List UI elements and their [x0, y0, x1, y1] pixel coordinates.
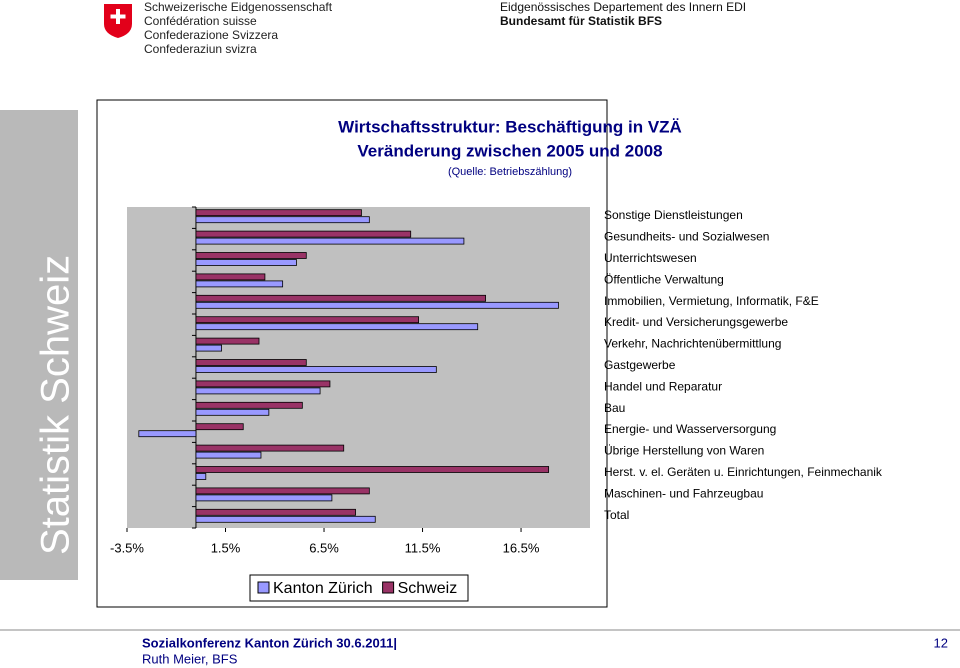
category-label: Immobilien, Vermietung, Informatik, F&E — [604, 294, 819, 308]
x-tick-label: 16.5% — [503, 540, 540, 555]
footer-event: Sozialkonferenz Kanton Zürich 30.6.2011| — [142, 635, 397, 650]
bar — [195, 508, 356, 516]
bar — [195, 380, 331, 388]
bar — [195, 259, 297, 266]
office: Bundesamt für Statistik BFS — [500, 14, 662, 28]
bar — [195, 273, 266, 281]
category-label: Energie- und Wasserversorgung — [604, 422, 776, 436]
x-tick-label: -3.5% — [110, 540, 144, 555]
bar — [195, 366, 437, 373]
category-label: Sonstige Dienstleistungen — [604, 208, 743, 222]
org-line: Schweizerische Eidgenossenschaft — [144, 0, 333, 14]
bar — [195, 423, 244, 431]
bar — [195, 473, 207, 480]
bar — [195, 301, 559, 309]
org-line: Confédération suisse — [144, 14, 257, 28]
swiss-logo — [104, 4, 132, 38]
bar — [195, 230, 412, 238]
bar — [195, 466, 550, 473]
category-label: Übrige Herstellung von Waren — [604, 444, 764, 458]
bar — [195, 515, 376, 523]
bar — [195, 294, 486, 302]
bar — [195, 344, 222, 352]
category-label: Total — [604, 508, 629, 522]
page-number: 12 — [934, 635, 948, 650]
bar — [195, 408, 270, 416]
bar — [195, 401, 303, 409]
chart-source: (Quelle: Betriebszählung) — [448, 166, 572, 178]
category-label: Unterrichtswesen — [604, 251, 697, 265]
banner — [0, 110, 78, 580]
bar — [195, 494, 333, 502]
org-line: Confederaziun svizra — [144, 42, 257, 56]
x-tick-label: 11.5% — [405, 540, 441, 555]
bar — [138, 430, 197, 438]
legend-swatch — [382, 581, 395, 594]
bar — [195, 451, 262, 459]
category-label: Kredit- und Versicherungsgewerbe — [604, 315, 788, 329]
banner-text: Statistik Schweiz — [34, 255, 78, 555]
legend-label: Schweiz — [398, 580, 458, 597]
category-label: Handel und Reparatur — [604, 379, 722, 393]
chart-title: Wirtschaftsstruktur: Beschäftigung in VZ… — [338, 117, 682, 136]
bar — [195, 444, 345, 452]
legend-swatch — [257, 581, 270, 594]
chart-subtitle: Veränderung zwischen 2005 und 2008 — [357, 141, 662, 160]
category-label: Bau — [604, 401, 625, 415]
bar — [195, 316, 419, 324]
x-tick-label: 1.5% — [211, 540, 241, 555]
legend-label: Kanton Zürich — [273, 580, 373, 597]
bar — [195, 359, 307, 366]
bar — [195, 252, 307, 259]
category-label: Herst. v. el. Geräten u. Einrichtungen, … — [604, 465, 883, 479]
department: Eidgenössisches Departement des Innern E… — [500, 0, 746, 14]
bar — [195, 337, 260, 345]
bar — [195, 216, 370, 224]
x-tick-label: 6.5% — [309, 540, 339, 555]
bar — [195, 237, 465, 245]
category-label: Verkehr, Nachrichtenübermittlung — [604, 337, 781, 351]
category-label: Maschinen- und Fahrzeugbau — [604, 486, 763, 500]
legend-box — [249, 574, 469, 602]
bar — [195, 280, 284, 288]
bar — [195, 209, 362, 217]
category-label: Öffentliche Verwaltung — [604, 272, 724, 286]
bar — [195, 487, 370, 495]
bar — [195, 323, 479, 331]
category-label: Gesundheits- und Sozialwesen — [604, 230, 769, 244]
footer-author: Ruth Meier, BFS — [142, 651, 238, 666]
org-line: Confederazione Svizzera — [144, 28, 278, 42]
bar — [195, 387, 321, 395]
category-label: Gastgewerbe — [604, 358, 676, 372]
